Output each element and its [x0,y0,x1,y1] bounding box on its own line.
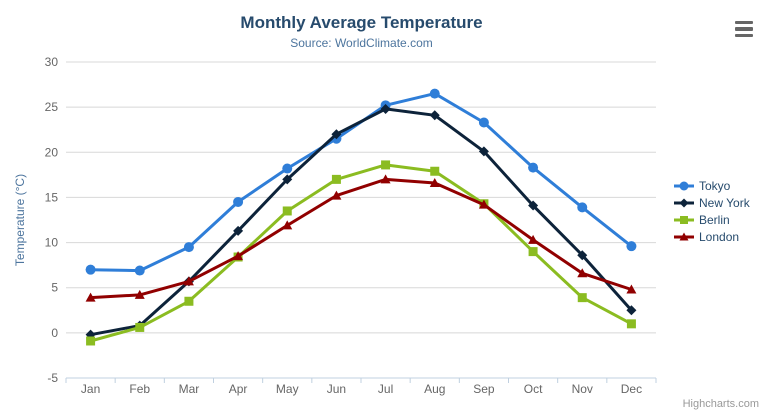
y-axis-label: 30 [45,55,59,69]
legend-item-tokyo[interactable]: Tokyo [674,177,750,194]
series-berlin-point-Mar[interactable] [184,296,194,306]
series-tokyo-point-Apr[interactable] [233,196,244,207]
x-axis-label: Jun [327,382,346,396]
series-tokyo-point-Aug[interactable] [429,88,440,99]
series-tokyo-point-Jan[interactable] [85,264,96,275]
series-new-york-line[interactable] [89,107,633,337]
series-new-york-point-May[interactable] [282,174,293,185]
series-new-york-point-Jul[interactable] [380,103,391,114]
series-tokyo-point-Dec[interactable] [626,241,637,252]
credits-link[interactable]: Highcharts.com [682,398,759,410]
y-axis-label: 10 [45,236,59,250]
x-axis-label: Dec [621,382,642,396]
series-berlin-point-Dec[interactable] [626,319,636,329]
x-axis-label: Feb [129,382,150,396]
legend: Tokyo New York Berlin London [674,177,750,245]
x-axis-label: Mar [179,382,200,396]
series-new-york-point-Jun[interactable] [331,129,342,140]
series-london-point-Mar[interactable] [183,276,194,286]
x-axis-label: Jan [81,382,100,396]
series-berlin-point-Aug[interactable] [430,166,440,176]
y-axis-label: -5 [47,371,58,385]
hamburger-bar [735,33,753,37]
series-tokyo-point-Oct[interactable] [528,162,539,173]
y-axis-label: 0 [51,326,58,340]
series-berlin-point-May[interactable] [282,206,292,216]
legend-item-london[interactable]: London [674,228,750,245]
legend-symbol-london [674,232,694,240]
series-tokyo-point-Mar[interactable] [183,242,194,253]
series-london-point-Oct[interactable] [528,234,539,244]
y-axis-label: 25 [45,100,59,114]
series-london-point-Nov[interactable] [577,268,588,278]
chart-title: Monthly Average Temperature [240,13,483,32]
series-new-york-point-Dec[interactable] [626,305,637,316]
series-london-point-Apr[interactable] [233,251,244,261]
legend-item-berlin[interactable]: Berlin [674,211,750,228]
legend-label: Berlin [699,212,730,227]
series-tokyo-point-Feb[interactable] [134,265,145,276]
legend-symbol-berlin [674,215,694,224]
series-berlin-point-Jul[interactable] [381,160,391,170]
series-london-point-Jan[interactable] [85,292,96,302]
series-berlin-point-Nov[interactable] [577,293,587,303]
series-berlin-line[interactable] [89,163,633,343]
series-berlin-point-Jun[interactable] [331,174,341,184]
series-london-point-Sep[interactable] [478,199,489,209]
legend-label: Tokyo [699,178,731,193]
series-tokyo-point-Sep[interactable] [478,117,489,128]
series-new-york-point-Aug[interactable] [429,110,440,121]
x-axis-label: Oct [524,382,543,396]
legend-symbol-new-york [674,198,694,207]
series-new-york-point-Nov[interactable] [577,250,588,261]
y-axis-label: 20 [45,145,59,159]
series-new-york-point-Oct[interactable] [528,200,539,211]
series-new-york-point-Sep[interactable] [478,146,489,157]
x-axis-label: May [276,382,299,396]
series-berlin-point-Feb[interactable] [135,322,145,332]
series-london-point-Dec[interactable] [626,284,637,294]
x-axis-label: Jul [378,382,393,396]
legend-label: New York [699,195,750,210]
x-axis-label: Apr [229,382,248,396]
series-berlin-point-Oct[interactable] [528,247,538,257]
series-berlin-point-Jan[interactable] [86,336,96,346]
series-london-point-May[interactable] [282,220,293,230]
series-london-point-Jun[interactable] [331,190,342,200]
x-axis-label: Nov [572,382,593,396]
series-london-line[interactable] [89,177,633,300]
chart-subtitle: Source: WorldClimate.com [290,36,433,50]
legend-label: London [699,229,740,244]
series-tokyo-point-Nov[interactable] [577,202,588,213]
series-london-point-Feb[interactable] [134,289,145,299]
hamburger-menu-icon[interactable] [732,19,756,39]
series-london-point-Jul[interactable] [380,174,391,184]
y-axis-label: 15 [45,190,59,204]
y-axis-label: 5 [51,281,58,295]
x-axis-label: Aug [424,382,445,396]
series-tokyo-point-May[interactable] [282,163,293,174]
series-london-point-Aug[interactable] [429,177,440,187]
legend-symbol-tokyo [674,181,694,190]
hamburger-bar [735,21,753,25]
series-new-york-point-Apr[interactable] [233,225,244,236]
x-axis-label: Sep [473,382,495,396]
legend-item-new-york[interactable]: New York [674,194,750,211]
hamburger-bar [735,27,753,31]
